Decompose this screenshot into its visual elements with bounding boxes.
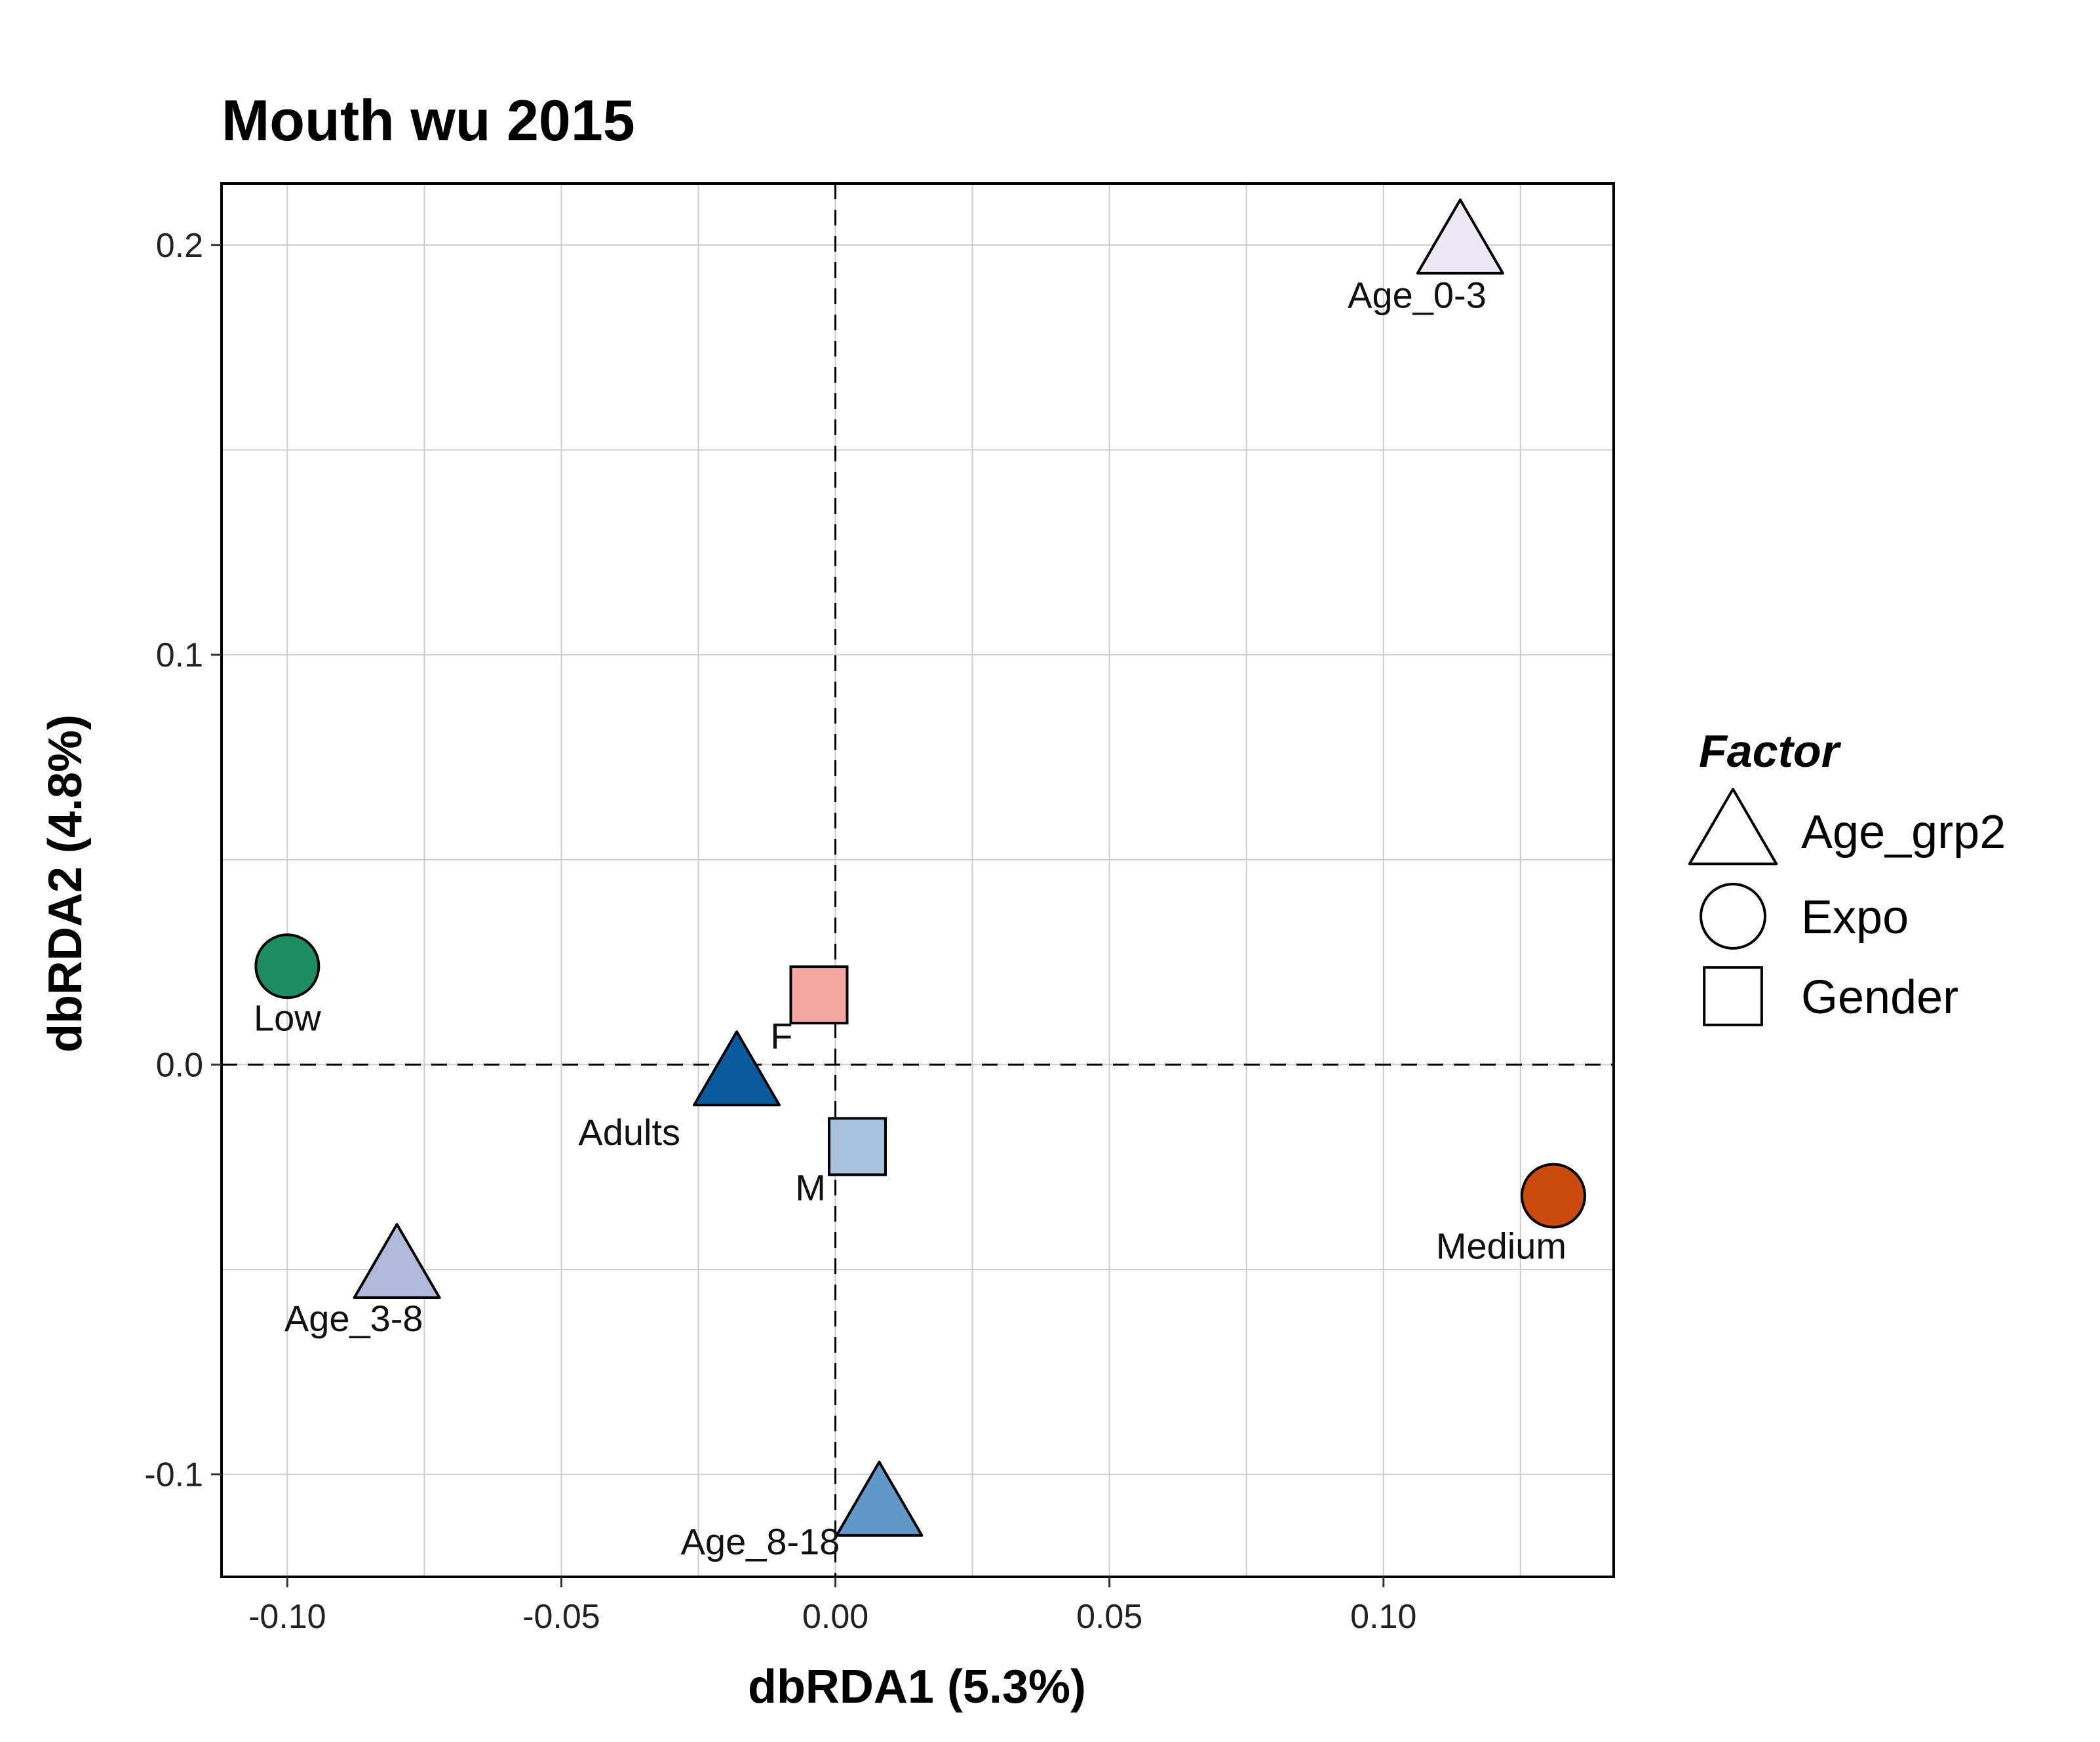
point-m [828,1117,887,1176]
point-label-f: F [770,1015,792,1056]
x-tick-label: 0.10 [1350,1598,1416,1636]
point-label-m: M [795,1167,826,1208]
y-tick-label: 0.0 [156,1046,203,1084]
legend-key-expo [1700,883,1766,950]
y-axis-title: dbRDA2 (4.8%) [39,714,92,1053]
point-adults [693,1030,781,1107]
point-f [789,965,849,1025]
point-label-adults: Adults [578,1112,680,1153]
legend-key-gender [1703,966,1763,1026]
legend-label-expo: Expo [1801,891,1909,944]
y-tick-label: 0.1 [156,636,203,674]
point-age-3-8 [353,1223,441,1300]
x-tick-label: -0.10 [248,1598,326,1636]
point-label-age-3-8: Age_3-8 [284,1298,423,1339]
point-label-age-8-18: Age_8-18 [681,1520,840,1562]
point-medium [1521,1163,1587,1229]
plot-area: -0.10 -0.05 0.00 0.05 0.10 -0.1 0.0 0.1 0.2 Age_0… [144,182,1615,1636]
legend: Age_grp2 Expo Gender [1688,788,2006,1026]
x-tick-label: 0.05 [1076,1598,1142,1636]
legend-key-age-grp2 [1688,788,1778,866]
legend-label-age-grp2: Age_grp2 [1801,806,2006,859]
x-axis-title: dbRDA1 (5.3%) [748,1661,1086,1713]
point-age-0-3 [1416,198,1504,275]
x-tick-label: 0.00 [802,1598,868,1636]
x-tick-label: -0.05 [522,1598,600,1636]
legend-label-gender: Gender [1801,971,1958,1024]
point-low [254,933,321,999]
point-label-age-0-3: Age_0-3 [1348,275,1487,316]
point-label-low: Low [254,997,321,1038]
chart-title: Mouth wu 2015 [222,88,635,153]
y-tick-label: 0.2 [156,227,203,265]
plot-border [220,182,1615,1578]
legend-title: Factor [1699,726,1842,777]
point-label-medium: Medium [1436,1225,1566,1266]
point-age-8-18 [835,1460,924,1537]
plot-background [222,184,1614,1577]
y-tick-label: -0.1 [144,1456,203,1494]
